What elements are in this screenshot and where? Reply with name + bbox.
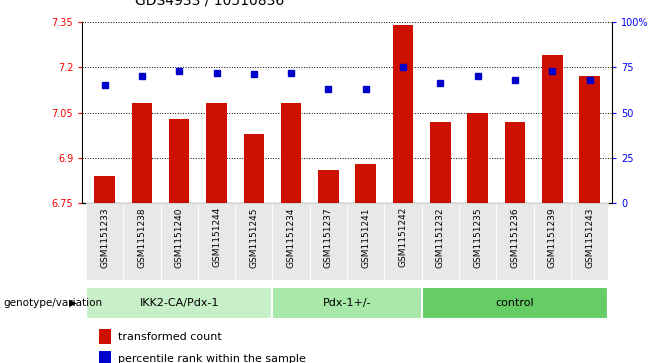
Bar	[272, 203, 310, 280]
Bar	[235, 203, 272, 280]
Text: GSM1151241: GSM1151241	[361, 207, 370, 268]
Text: percentile rank within the sample: percentile rank within the sample	[118, 354, 305, 363]
Bar	[99, 329, 111, 344]
Text: GSM1151240: GSM1151240	[175, 207, 184, 268]
Text: GSM1151234: GSM1151234	[287, 207, 295, 268]
Bar	[161, 203, 198, 280]
Bar	[422, 203, 459, 280]
Text: GDS4933 / 10510836: GDS4933 / 10510836	[135, 0, 284, 7]
Bar	[243, 134, 264, 203]
Bar	[579, 76, 600, 203]
Bar	[132, 103, 152, 203]
Text: GSM1151233: GSM1151233	[100, 207, 109, 268]
Bar	[94, 176, 115, 203]
Bar	[467, 113, 488, 203]
Bar	[318, 170, 339, 203]
Bar	[281, 103, 301, 203]
FancyBboxPatch shape	[86, 287, 272, 319]
Text: GSM1151245: GSM1151245	[249, 207, 259, 268]
Text: GSM1151235: GSM1151235	[473, 207, 482, 268]
Text: GSM1151242: GSM1151242	[399, 207, 407, 268]
Bar	[496, 203, 534, 280]
Bar	[347, 203, 384, 280]
FancyBboxPatch shape	[272, 287, 422, 319]
Bar	[571, 203, 608, 280]
Bar	[86, 203, 123, 280]
Text: transformed count: transformed count	[118, 332, 221, 342]
Bar	[393, 25, 413, 203]
Text: GSM1151238: GSM1151238	[138, 207, 147, 268]
Text: Pdx-1+/-: Pdx-1+/-	[323, 298, 371, 308]
Text: GSM1151239: GSM1151239	[547, 207, 557, 268]
Bar	[534, 203, 571, 280]
Bar	[542, 55, 563, 203]
Text: GSM1151237: GSM1151237	[324, 207, 333, 268]
Bar	[99, 351, 111, 363]
Text: GSM1151243: GSM1151243	[585, 207, 594, 268]
Text: ▶: ▶	[69, 298, 76, 308]
Text: IKK2-CA/Pdx-1: IKK2-CA/Pdx-1	[139, 298, 219, 308]
Bar	[206, 103, 227, 203]
Text: GSM1151236: GSM1151236	[511, 207, 519, 268]
Text: GSM1151232: GSM1151232	[436, 207, 445, 268]
Text: genotype/variation: genotype/variation	[3, 298, 103, 308]
Bar	[123, 203, 161, 280]
Bar	[505, 122, 525, 203]
Bar	[198, 203, 235, 280]
Bar	[355, 164, 376, 203]
FancyBboxPatch shape	[422, 287, 608, 319]
Bar	[430, 122, 451, 203]
Text: GSM1151244: GSM1151244	[212, 207, 221, 268]
Text: control: control	[495, 298, 534, 308]
Bar	[310, 203, 347, 280]
Bar	[459, 203, 496, 280]
Bar	[384, 203, 422, 280]
Bar	[169, 119, 190, 203]
